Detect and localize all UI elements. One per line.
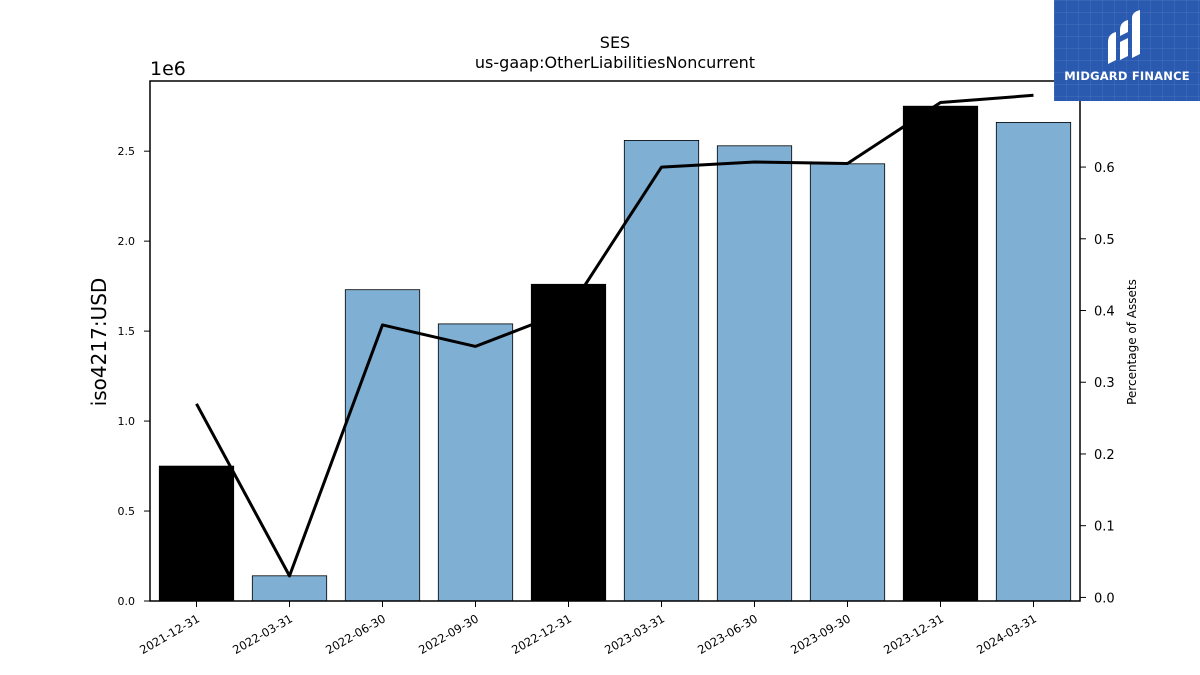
logo-text: MIDGARD FINANCE xyxy=(1064,69,1190,83)
y2-tick-label: 0.5 xyxy=(1094,233,1115,248)
y-tick-label: 0.0 xyxy=(118,595,136,608)
x-tick-label: 2023-12-31 xyxy=(881,611,946,657)
chart-subtitle: us-gaap:OtherLiabilitiesNoncurrent xyxy=(475,53,755,72)
y-axis-scale-label: 1e6 xyxy=(150,58,186,80)
brand-logo: MIDGARD FINANCE xyxy=(1054,0,1200,101)
y2-tick-label: 0.2 xyxy=(1094,448,1115,463)
percentage-line xyxy=(195,93,1034,578)
y2-tick-label: 0.0 xyxy=(1094,591,1115,606)
x-tick-label: 2023-06-30 xyxy=(695,611,760,657)
x-tick-label: 2023-09-30 xyxy=(788,611,853,657)
y-tick-label: 1.0 xyxy=(118,415,136,428)
x-tick-label: 2022-06-30 xyxy=(323,611,388,657)
y-tick-label: 1.5 xyxy=(118,325,136,338)
y2-axis-label: Percentage of Assets xyxy=(1125,279,1139,405)
bar xyxy=(344,289,421,602)
x-tick-label: 2022-03-31 xyxy=(230,611,295,657)
x-tick-label: 2021-12-31 xyxy=(137,611,202,657)
bar-series xyxy=(158,105,1072,602)
y2-tick-label: 0.6 xyxy=(1094,161,1115,176)
x-tick-label: 2024-03-31 xyxy=(974,611,1039,657)
y2-tick-label: 0.1 xyxy=(1094,520,1115,535)
plot-frame xyxy=(149,80,1081,602)
y2-tick-label: 0.4 xyxy=(1094,305,1115,320)
bar xyxy=(623,139,700,602)
bar xyxy=(437,323,514,602)
y-axis-label: iso4217:USD xyxy=(87,278,111,407)
y-tick-label: 0.5 xyxy=(118,505,136,518)
percentage-line-series xyxy=(195,93,1034,578)
y2-tick-label: 0.3 xyxy=(1094,376,1115,391)
bar xyxy=(902,105,979,602)
bar xyxy=(995,122,1072,602)
chart-title: SES xyxy=(600,33,630,52)
x-tick-label: 2022-09-30 xyxy=(416,611,481,657)
bar xyxy=(530,283,607,602)
bar xyxy=(716,145,793,602)
bar xyxy=(809,163,886,602)
y-tick-label: 2.0 xyxy=(118,235,136,248)
bar xyxy=(251,575,328,602)
midgard-logo-icon xyxy=(1108,10,1140,64)
y-tick-label: 2.5 xyxy=(118,145,136,158)
x-tick-label: 2023-03-31 xyxy=(602,611,667,657)
bar xyxy=(158,465,235,602)
x-tick-label: 2022-12-31 xyxy=(509,611,574,657)
